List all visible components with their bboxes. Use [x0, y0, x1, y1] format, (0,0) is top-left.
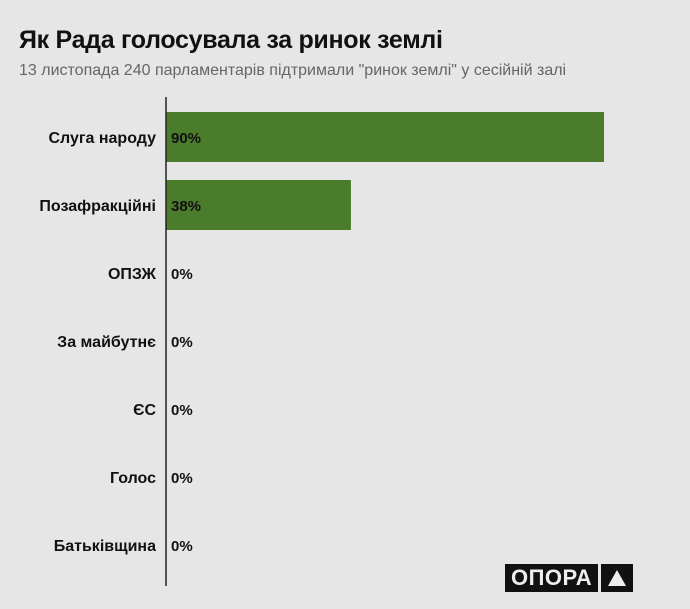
chart-subtitle: 13 листопада 240 парламентарів підтримал… [19, 62, 567, 79]
triangle-icon [601, 564, 634, 592]
data-label: 0% [171, 266, 193, 283]
chart-title: Як Рада голосувала за ринок землі [19, 26, 443, 54]
category-label: Голос [110, 470, 156, 487]
category-label: Батьківщина [54, 538, 156, 555]
data-label: 0% [171, 538, 193, 555]
category-label: Позафракційні [39, 198, 156, 215]
data-label: 0% [171, 470, 193, 487]
category-label: ЄС [133, 402, 156, 419]
category-label: Слуга народу [48, 130, 156, 147]
data-label: 0% [171, 402, 193, 419]
category-label: За майбутнє [57, 334, 156, 351]
bar [166, 112, 604, 162]
logo-text: ОПОРА [505, 564, 599, 592]
category-label: ОПЗЖ [108, 266, 157, 283]
data-label: 90% [171, 130, 201, 147]
data-label: 38% [171, 198, 201, 215]
data-label: 0% [171, 334, 193, 351]
opora-logo: ОПОРА [505, 564, 634, 592]
bar [166, 180, 351, 230]
